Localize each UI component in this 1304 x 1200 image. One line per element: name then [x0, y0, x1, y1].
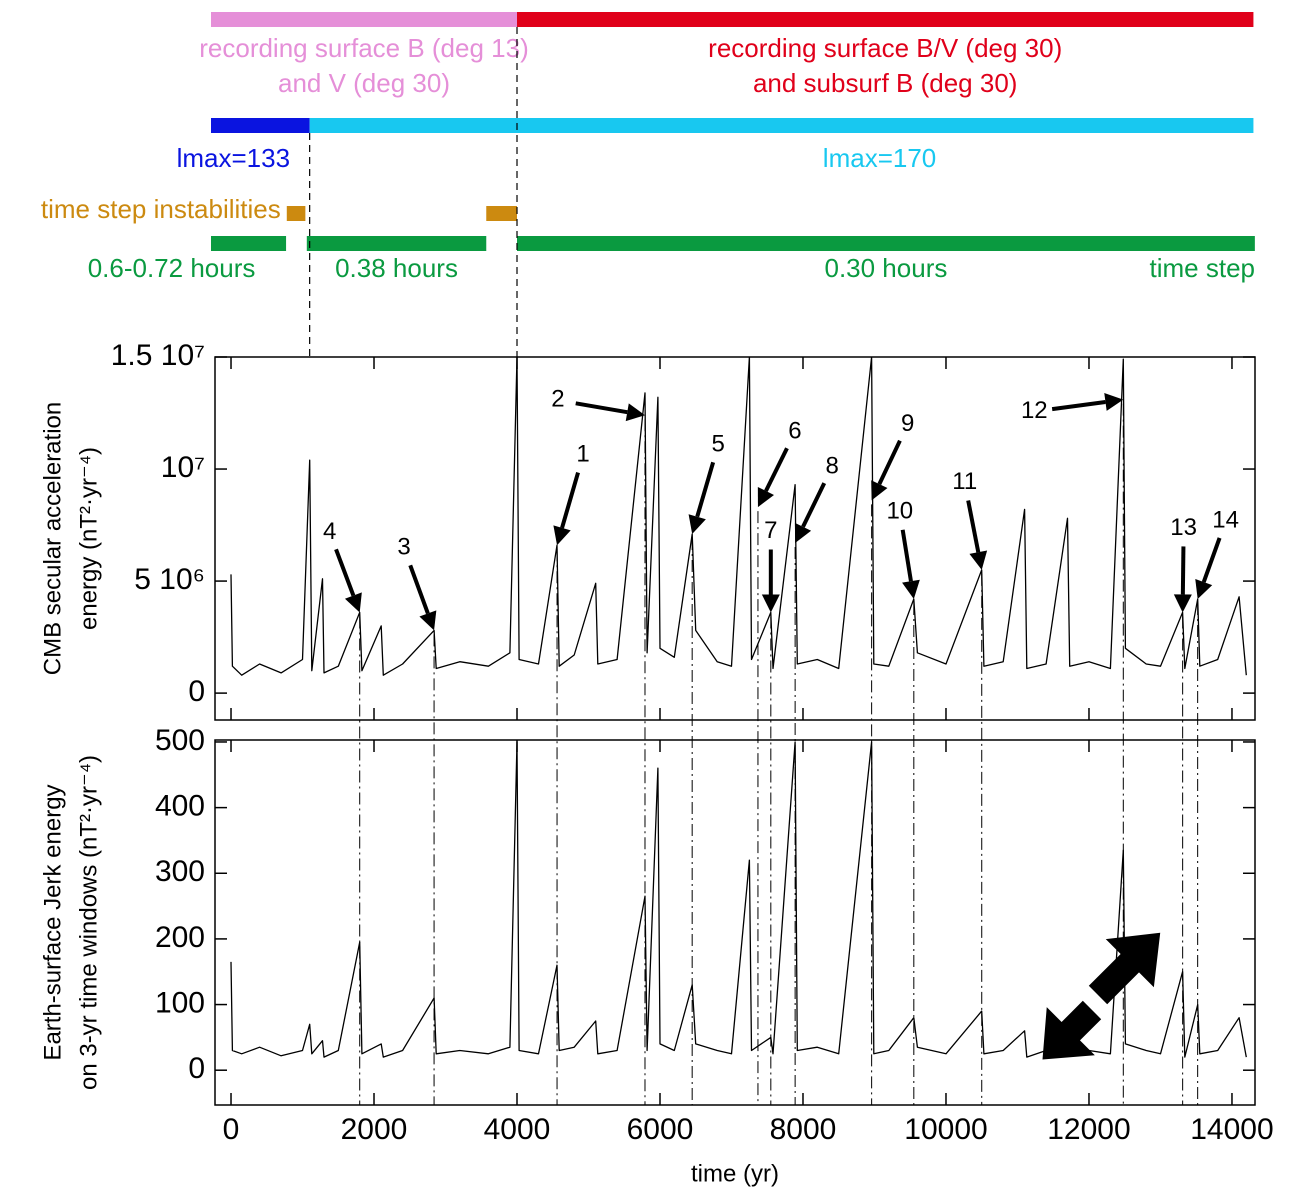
- timeline-row-label: time step instabilities: [41, 194, 281, 224]
- annotation-arrow: [1180, 546, 1186, 595]
- y-tick-label: 400: [155, 790, 205, 823]
- plot-frame: [214, 356, 1256, 721]
- annotation-label: 2: [551, 386, 564, 413]
- annotation-arrow: [801, 482, 827, 528]
- annotation-arrow: [695, 461, 716, 518]
- x-tick-label: 6000: [627, 1113, 694, 1146]
- x-tick-label: 10000: [904, 1113, 987, 1146]
- annotation-arrow: [334, 548, 356, 597]
- x-tick-label: 2000: [341, 1113, 408, 1146]
- annotation-label: 13: [1170, 514, 1197, 541]
- x-tick-label: 14000: [1190, 1113, 1273, 1146]
- plot: [230, 741, 1247, 1058]
- plot: [230, 357, 1247, 676]
- annotation-arrow: [1201, 537, 1222, 583]
- x-tick-label: 4000: [484, 1113, 551, 1146]
- annotation-arrowhead: [1173, 594, 1192, 613]
- timeline-label: recording surface B/V (deg 30): [708, 33, 1062, 63]
- y-axis-title: Earth-surface Jerk energy: [39, 784, 66, 1060]
- x-tick-label: 8000: [770, 1113, 837, 1146]
- timeline-bar: [210, 118, 310, 133]
- annotation-arrow: [900, 529, 913, 582]
- timeline-bar: [486, 206, 518, 221]
- timeline-bar: [517, 12, 1254, 27]
- timeline-bar: [309, 118, 1254, 133]
- timeline-label: 0.38 hours: [335, 253, 458, 283]
- annotation-arrow: [877, 439, 902, 485]
- annotation-arrow: [408, 564, 430, 615]
- timeline-label: 0.6-0.72 hours: [88, 253, 256, 283]
- annotation-arrowhead: [761, 594, 780, 613]
- annotation-arrow: [1051, 399, 1106, 412]
- arrow-up-right: [1088, 932, 1161, 1005]
- timeline-bar: [306, 236, 487, 251]
- y-tick-label: 0: [188, 1052, 205, 1085]
- plot-frame: [214, 739, 1256, 1106]
- y-tick-label: 100: [155, 986, 205, 1019]
- data-line: [230, 741, 1247, 1058]
- timeline-bar: [210, 236, 287, 251]
- annotation-label: 10: [886, 497, 913, 524]
- big-arrows: [1042, 932, 1161, 1060]
- x-tick-label: 12000: [1047, 1113, 1130, 1146]
- annotation-arrow: [764, 447, 789, 492]
- annotation-arrowhead: [419, 610, 437, 631]
- annotation-arrowhead: [1195, 579, 1213, 599]
- timeline-label: and subsurf B (deg 30): [753, 68, 1018, 98]
- annotation-arrowhead: [969, 550, 988, 570]
- timeline-label: lmax=170: [823, 143, 936, 173]
- y-axis-title: energy (nT²·yr⁻⁴): [75, 447, 102, 630]
- y-tick-label: 200: [155, 921, 205, 954]
- annotation-arrowhead: [902, 579, 920, 599]
- timeline-row-label: time step: [1150, 253, 1256, 283]
- annotation-arrowhead: [757, 487, 774, 508]
- annotation-arrow: [560, 471, 580, 529]
- annotation-label: 4: [323, 518, 336, 545]
- y-tick-label: 500: [155, 724, 205, 757]
- annotation-arrowhead: [625, 403, 645, 422]
- annotation-label: 12: [1021, 397, 1048, 424]
- y-tick-label: 0: [188, 675, 205, 708]
- timeline-label: and V (deg 30): [278, 68, 450, 98]
- y-axis-title: CMB secular acceleration: [39, 402, 66, 675]
- y-tick-label: 10⁷: [161, 451, 205, 484]
- x-axis-title: time (yr): [691, 1160, 779, 1187]
- annotation-label: 6: [788, 417, 801, 444]
- annotation-label: 11: [952, 468, 977, 495]
- annotation-arrowhead: [871, 480, 888, 501]
- annotation-label: 3: [397, 534, 410, 561]
- y-tick-label: 1.5 10⁷: [111, 339, 205, 372]
- annotation-label: 9: [901, 410, 914, 437]
- timeline-bar: [286, 206, 306, 221]
- annotation-label: 14: [1212, 506, 1239, 533]
- annotation-arrowhead: [688, 514, 706, 535]
- timeline-bar: [517, 236, 1255, 251]
- annotation-label: 5: [711, 430, 724, 457]
- timeline-label: 0.30 hours: [824, 253, 947, 283]
- timeline-label: lmax=133: [177, 143, 290, 173]
- y-tick-label: 5 10⁶: [134, 563, 205, 596]
- arrow-down-left: [1042, 1000, 1102, 1060]
- annotation-label: 8: [825, 452, 838, 479]
- annotation-arrow: [575, 401, 628, 415]
- timeline-bar: [210, 12, 518, 27]
- annotation-label: 7: [764, 517, 777, 544]
- x-tick-label: 0: [223, 1113, 240, 1146]
- y-tick-label: 300: [155, 855, 205, 888]
- annotation-arrowhead: [344, 592, 362, 613]
- annotation-label: 1: [576, 441, 589, 468]
- annotation-arrowhead: [1104, 393, 1124, 411]
- y-axis-title: on 3-yr time windows (nT²·yr⁻⁴): [75, 755, 102, 1090]
- annotation-arrowhead: [794, 522, 812, 543]
- annotation-arrowhead: [553, 525, 571, 546]
- annotation-arrow: [966, 500, 981, 553]
- data-line: [230, 357, 1247, 676]
- timeline-label: recording surface B (deg 13): [199, 33, 529, 63]
